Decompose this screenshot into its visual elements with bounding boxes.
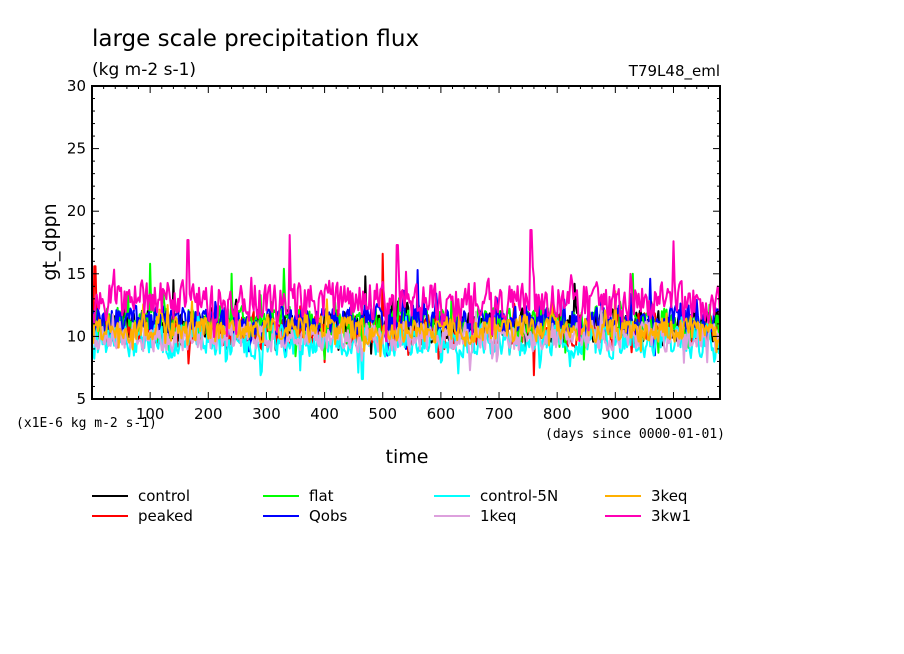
y-scale-note: (x1E-6 kg m-2 s-1) — [16, 416, 157, 431]
x-tick-label: 1000 — [654, 405, 692, 423]
legend-label-control: control — [138, 487, 190, 505]
x-tick-label: 200 — [194, 405, 223, 423]
chart-subtitle: (kg m-2 s-1) — [92, 60, 196, 80]
legend-label-flat: flat — [309, 487, 334, 505]
axis-ticks: 100 200 300 400 500 600 700 800 900 1000 5 10 15 20 25… — [67, 77, 720, 423]
y-tick-label: 25 — [67, 140, 86, 158]
chart-title: large scale precipitation flux — [92, 26, 419, 52]
x-tick-label: 600 — [427, 405, 456, 423]
x-tick-label: 400 — [310, 405, 339, 423]
plot-area: 100 200 300 400 500 600 700 800 900 1000 5 10 15 20 25… — [67, 77, 721, 423]
experiment-tag: T79L48_eml — [628, 62, 720, 81]
x-units-note: (days since 0000-01-01) — [545, 427, 725, 442]
y-tick-label: 20 — [67, 202, 86, 220]
legend: control peaked flat Qobs control-5N 1keq 3keq 3… — [92, 487, 691, 525]
series-lines — [91, 229, 721, 380]
x-tick-label: 800 — [543, 405, 572, 423]
legend-label-peaked: peaked — [138, 507, 193, 525]
x-tick-label: 100 — [136, 405, 165, 423]
legend-label-control-5N: control-5N — [480, 487, 558, 505]
x-tick-label: 900 — [601, 405, 630, 423]
x-tick-label: 700 — [485, 405, 514, 423]
y-axis-label: gt_dppn — [39, 203, 61, 280]
legend-label-3keq: 3keq — [651, 487, 687, 505]
x-axis-label: time — [386, 446, 429, 468]
legend-label-3kw1: 3kw1 — [651, 507, 691, 525]
y-tick-label: 30 — [67, 77, 86, 95]
series-line-3kw1 — [91, 229, 721, 343]
y-tick-label: 15 — [67, 265, 86, 283]
y-tick-label: 5 — [76, 390, 86, 408]
x-tick-label: 500 — [368, 405, 397, 423]
legend-label-1keq: 1keq — [480, 507, 516, 525]
legend-label-Qobs: Qobs — [309, 507, 348, 525]
x-tick-label: 300 — [252, 405, 281, 423]
y-tick-label: 10 — [67, 327, 86, 345]
plot-frame — [91, 85, 721, 400]
